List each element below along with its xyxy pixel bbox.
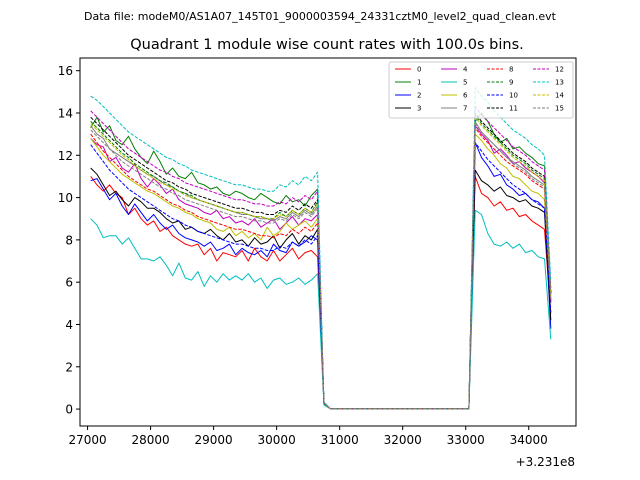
y-tick-label: 10 [58,191,73,205]
y-tick-label: 0 [65,403,73,417]
series-line-5 [90,209,552,410]
series-line-2 [90,142,552,410]
plot-layer [90,87,552,410]
legend-label-4: 4 [463,66,468,74]
legend-label-15: 15 [555,105,564,113]
legend-box [388,61,574,119]
series-line-8 [90,127,552,410]
x-tick-label: 34000 [510,433,548,447]
series-line-10 [90,142,552,410]
series-line-4 [90,125,552,410]
legend-label-2: 2 [417,92,421,100]
series-line-14 [90,116,552,410]
legend-label-8: 8 [509,66,513,74]
y-tick-label: 4 [65,318,73,332]
x-tick-label: 27000 [68,433,106,447]
ticks-layer: 27000 28000 29000 30000 31000 32000 33000 34000… [58,64,548,447]
series-line-3 [90,167,552,410]
legend-label-3: 3 [417,105,421,113]
axes-frame [79,57,577,427]
chart-title: Quadrant 1 module wise count rates with … [130,37,524,53]
series-line-12 [90,106,552,410]
series-line-6 [90,133,552,410]
legend-label-14: 14 [555,92,564,100]
series-line-15 [90,123,552,410]
series-line-11 [90,112,552,410]
y-tick-label: 14 [58,106,73,120]
legend-label-9: 9 [509,79,513,87]
legend-label-10: 10 [509,92,518,100]
legend-label-5: 5 [463,79,467,87]
x-tick-label: 32000 [384,433,422,447]
chart-suptitle: Data file: modeM0/AS1A07_145T01_90000035… [84,10,557,23]
legend-label-7: 7 [463,105,467,113]
y-tick-label: 8 [65,233,73,247]
legend-label-1: 1 [417,79,421,87]
x-tick-label: 30000 [258,433,296,447]
x-tick-label: 33000 [447,433,485,447]
x-tick-label: 31000 [321,433,359,447]
y-tick-label: 2 [65,360,73,374]
y-tick-label: 16 [58,64,73,78]
x-tick-label: 28000 [131,433,169,447]
legend-label-6: 6 [463,92,468,100]
legend-label-11: 11 [509,105,518,113]
x-tick-label: 29000 [195,433,233,447]
legend-label-13: 13 [555,79,564,87]
y-tick-label: 6 [65,276,73,290]
legend-label-0: 0 [417,66,421,74]
y-tick-label: 12 [58,149,73,163]
x-offset-label: +3.231e8 [516,455,575,469]
legend-label-12: 12 [555,66,564,74]
